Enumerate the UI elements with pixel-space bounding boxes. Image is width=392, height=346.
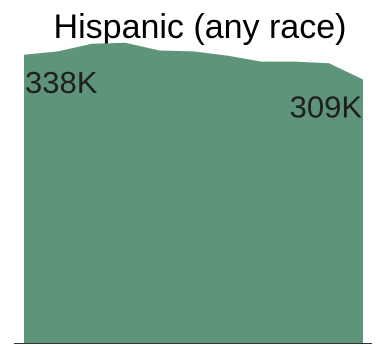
last-value-label: 309K <box>290 89 363 124</box>
first-value-label: 338K <box>25 65 98 100</box>
chart-title: Hispanic (any race) <box>54 8 347 46</box>
area-series <box>24 42 363 344</box>
data-points-layer <box>23 42 364 80</box>
